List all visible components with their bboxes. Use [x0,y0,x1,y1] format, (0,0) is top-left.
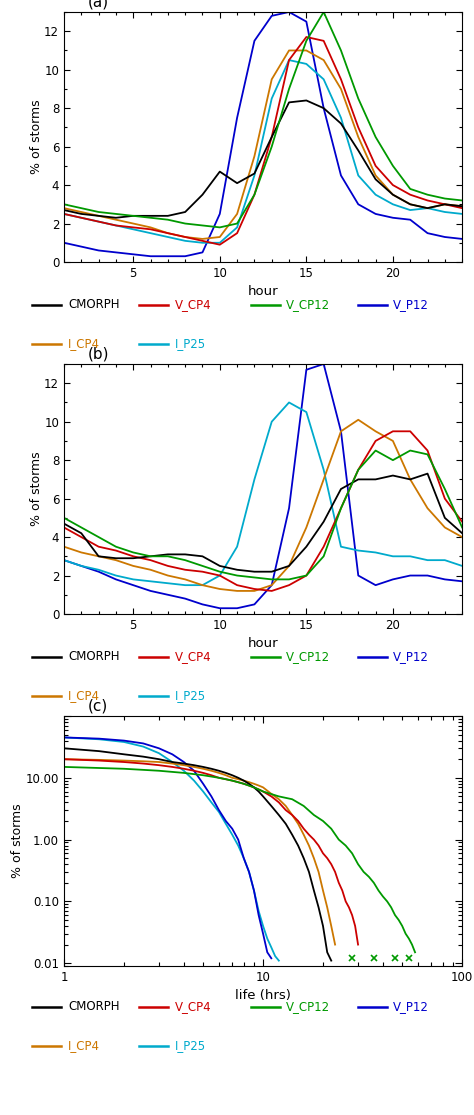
Text: I_P25: I_P25 [175,1039,206,1053]
Text: I_CP4: I_CP4 [68,1039,100,1053]
Text: V_CP4: V_CP4 [175,650,211,663]
Text: V_CP12: V_CP12 [286,1000,330,1014]
Text: V_P12: V_P12 [393,650,429,663]
X-axis label: hour: hour [248,638,278,650]
Text: V_CP4: V_CP4 [175,1000,211,1014]
X-axis label: life (hrs): life (hrs) [235,989,291,1002]
Y-axis label: % of storms: % of storms [11,804,24,879]
Text: V_CP4: V_CP4 [175,299,211,311]
Text: CMORPH: CMORPH [68,650,119,663]
Y-axis label: % of storms: % of storms [30,452,43,526]
Text: (b): (b) [88,347,109,361]
Text: (c): (c) [88,698,108,714]
Text: CMORPH: CMORPH [68,299,119,311]
Text: I_P25: I_P25 [175,338,206,350]
Text: I_CP4: I_CP4 [68,689,100,702]
Text: I_P25: I_P25 [175,689,206,702]
Y-axis label: % of storms: % of storms [30,99,43,174]
Text: CMORPH: CMORPH [68,1000,119,1014]
Text: (a): (a) [88,0,109,10]
Text: V_P12: V_P12 [393,1000,429,1014]
Text: V_P12: V_P12 [393,299,429,311]
X-axis label: hour: hour [248,285,278,299]
Text: V_CP12: V_CP12 [286,299,330,311]
Text: V_CP12: V_CP12 [286,650,330,663]
Text: I_CP4: I_CP4 [68,338,100,350]
